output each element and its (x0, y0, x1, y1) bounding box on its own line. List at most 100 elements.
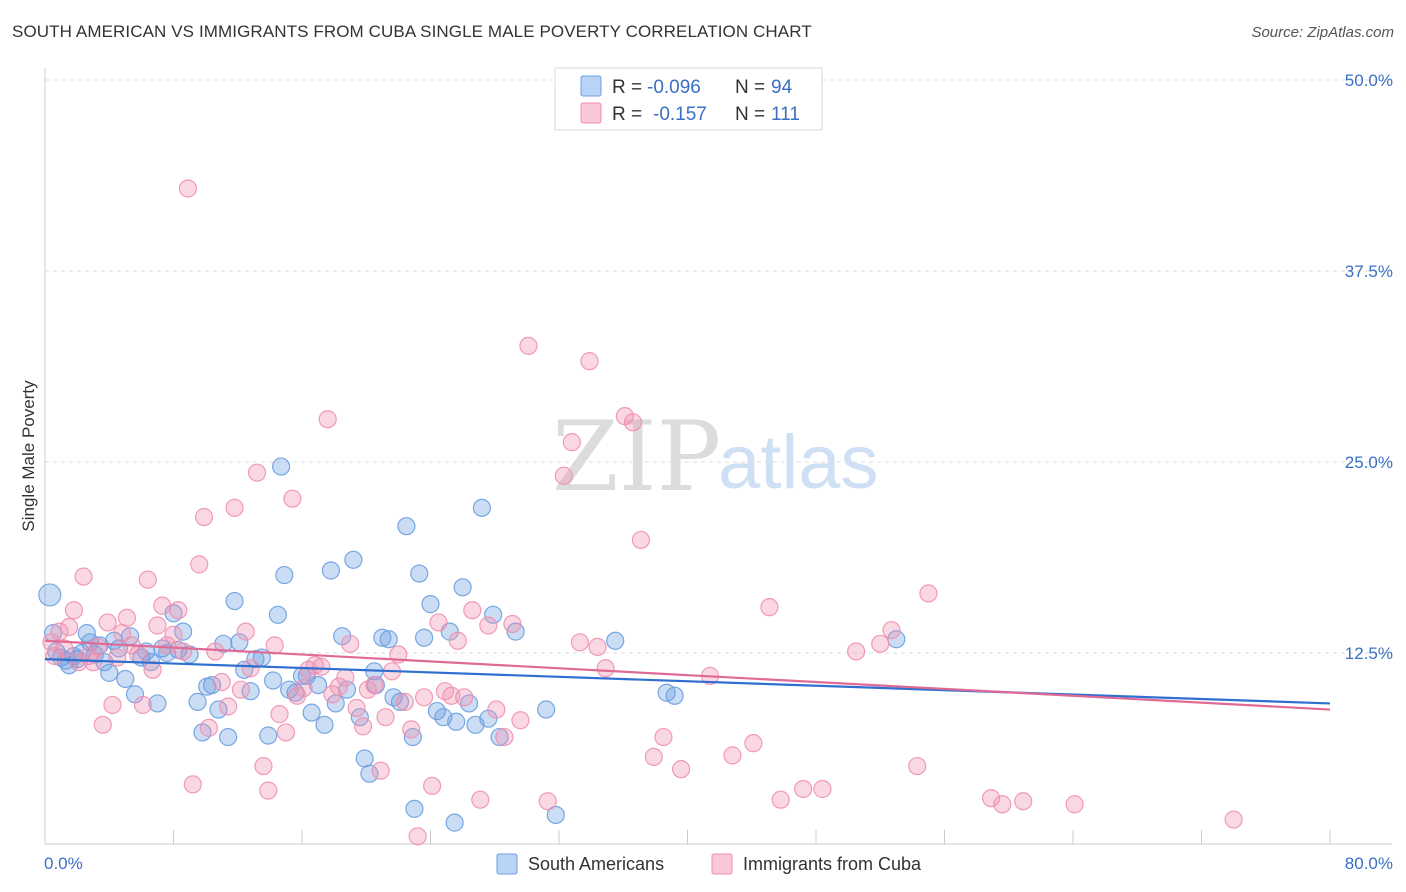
source-credit: Source: ZipAtlas.com (1251, 24, 1394, 41)
x-tick-label-min: 0.0% (44, 854, 83, 873)
data-point (206, 642, 225, 661)
data-point (169, 601, 188, 620)
data-point (606, 631, 625, 650)
data-point (231, 680, 251, 699)
data-point (365, 675, 384, 695)
data-point (116, 669, 135, 689)
y-tick-label: 37.5% (1345, 262, 1393, 281)
bottom-legend-swatch-immigrants-cuba (711, 853, 733, 875)
data-point (270, 705, 289, 724)
data-point (379, 630, 398, 649)
data-point (403, 727, 422, 747)
data-point (283, 489, 302, 508)
data-point (459, 694, 479, 713)
data-point (194, 507, 214, 527)
data-point (341, 634, 360, 653)
trend-lines (44, 639, 1331, 711)
data-point (408, 827, 427, 846)
data-point (871, 634, 890, 653)
data-point (455, 688, 474, 707)
data-point (246, 650, 265, 669)
data-point (472, 498, 491, 517)
data-point (117, 608, 137, 627)
data-point (414, 688, 434, 707)
data-point (188, 692, 207, 711)
data-point (654, 727, 673, 747)
data-point (247, 463, 267, 482)
data-point (355, 749, 374, 768)
legend-r-value-1: -0.096 (647, 77, 701, 98)
data-point (157, 636, 177, 655)
legend-r-label-2: R = (612, 104, 642, 125)
data-point (570, 633, 589, 652)
data-point (321, 561, 341, 580)
data-point (847, 642, 866, 661)
data-point (919, 584, 938, 603)
chart-title: SOUTH AMERICAN VS IMMIGRANTS FROM CUBA S… (12, 22, 812, 41)
data-point (644, 747, 663, 767)
legend-n-label-1: N = (735, 77, 765, 98)
y-tick-label: 25.0% (1345, 453, 1393, 472)
data-point (308, 675, 328, 695)
grid-lines (45, 79, 1392, 654)
data-point (64, 601, 84, 620)
trend-line (44, 639, 1331, 711)
data-point (503, 614, 522, 634)
data-point (241, 659, 260, 678)
data-point (272, 457, 291, 476)
data-point (148, 694, 167, 713)
data-point (148, 616, 167, 635)
data-point (275, 565, 294, 585)
data-point (631, 530, 651, 550)
data-point (453, 578, 472, 597)
data-point (1224, 810, 1243, 829)
data-point (183, 775, 202, 794)
data-point (336, 668, 355, 687)
x-tick-marks (44, 830, 1331, 844)
bottom-legend-swatch-south-americans (496, 853, 518, 875)
data-point (511, 711, 530, 730)
legend-n-value-2: 111 (771, 104, 800, 125)
legend-n-label-2: N = (735, 104, 765, 125)
data-point (347, 698, 366, 718)
data-point (153, 596, 172, 615)
data-point (397, 517, 416, 536)
data-point (479, 616, 498, 635)
data-point (993, 795, 1012, 814)
data-point (760, 598, 779, 617)
data-point (538, 792, 557, 811)
data-point (88, 637, 108, 656)
data-point (143, 660, 162, 679)
data-point (38, 583, 62, 607)
data-point (98, 613, 117, 632)
data-point (665, 686, 684, 705)
data-point (908, 756, 927, 776)
data-point (1014, 792, 1033, 811)
data-point (395, 692, 414, 711)
data-point (129, 645, 148, 664)
data-point (447, 712, 466, 731)
data-point (537, 700, 556, 719)
data-point (199, 718, 218, 737)
data-point (445, 813, 464, 832)
data-point (302, 703, 321, 722)
data-point (50, 622, 69, 641)
data-point (376, 708, 395, 727)
data-point (794, 779, 813, 799)
data-point (580, 352, 599, 371)
data-point (236, 622, 255, 641)
data-point (596, 659, 615, 678)
data-point (519, 336, 538, 355)
data-point (390, 692, 410, 711)
y-tick-labels: 12.5% 25.0% 37.5% 50.0% (1345, 71, 1393, 663)
y-tick-label: 50.0% (1345, 71, 1393, 90)
legend-r-value-2: -0.157 (653, 104, 707, 125)
data-point (265, 636, 284, 655)
data-point (487, 700, 506, 719)
y-axis-label: Single Male Poverty (19, 380, 38, 532)
data-point (103, 695, 122, 715)
x-tick-label-max: 80.0% (1345, 854, 1393, 873)
data-point (312, 657, 331, 676)
data-point (268, 605, 288, 624)
